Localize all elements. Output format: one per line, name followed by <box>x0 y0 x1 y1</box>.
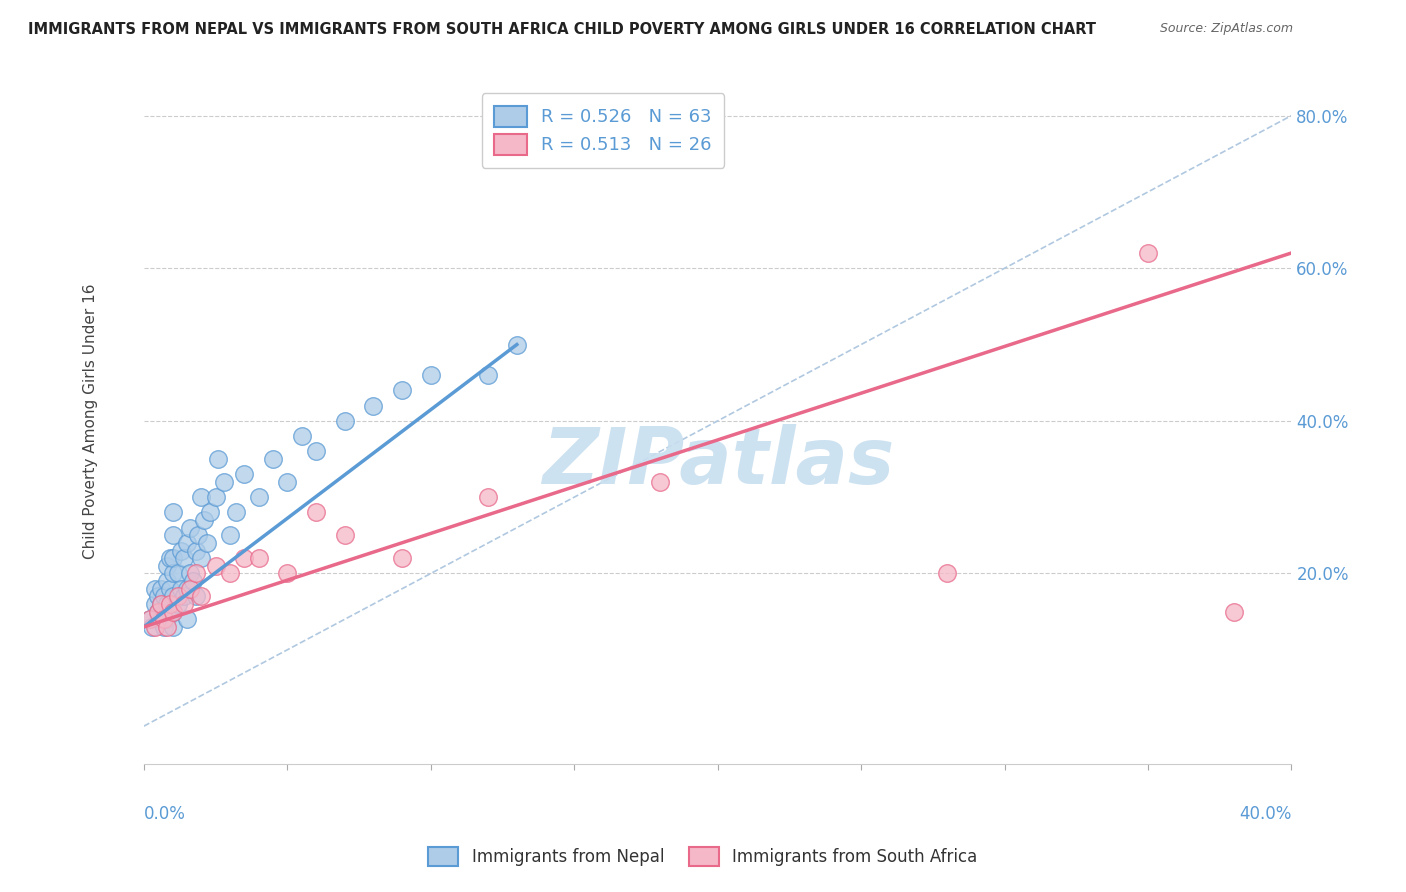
Point <box>156 612 179 626</box>
Point <box>184 590 207 604</box>
Y-axis label: Child Poverty Among Girls Under 16: Child Poverty Among Girls Under 16 <box>83 283 98 558</box>
Point <box>150 612 173 626</box>
Point <box>181 574 204 588</box>
Point <box>148 605 170 619</box>
Point <box>333 414 356 428</box>
Point <box>162 590 184 604</box>
Point <box>162 528 184 542</box>
Point <box>419 368 441 382</box>
Point <box>477 490 499 504</box>
Point <box>162 605 184 619</box>
Point <box>198 505 221 519</box>
Point <box>156 558 179 573</box>
Point <box>167 597 190 611</box>
Point <box>159 597 181 611</box>
Point <box>190 590 212 604</box>
Point <box>176 536 198 550</box>
Point <box>153 605 176 619</box>
Point <box>184 543 207 558</box>
Legend: Immigrants from Nepal, Immigrants from South Africa: Immigrants from Nepal, Immigrants from S… <box>420 838 986 875</box>
Point <box>276 475 298 489</box>
Point <box>143 597 166 611</box>
Point <box>150 597 173 611</box>
Point <box>156 620 179 634</box>
Point <box>138 612 160 626</box>
Text: IMMIGRANTS FROM NEPAL VS IMMIGRANTS FROM SOUTH AFRICA CHILD POVERTY AMONG GIRLS : IMMIGRANTS FROM NEPAL VS IMMIGRANTS FROM… <box>28 22 1097 37</box>
Point <box>184 566 207 581</box>
Point <box>141 620 163 634</box>
Point <box>143 582 166 596</box>
Point <box>156 597 179 611</box>
Point <box>153 612 176 626</box>
Point <box>150 582 173 596</box>
Point <box>173 590 195 604</box>
Point <box>179 566 201 581</box>
Point <box>262 452 284 467</box>
Point <box>506 337 529 351</box>
Point <box>212 475 235 489</box>
Point <box>173 551 195 566</box>
Point <box>159 605 181 619</box>
Point <box>159 582 181 596</box>
Point <box>170 543 193 558</box>
Point <box>156 574 179 588</box>
Point <box>138 612 160 626</box>
Point <box>219 566 242 581</box>
Text: 0.0%: 0.0% <box>143 805 186 823</box>
Point <box>195 536 218 550</box>
Point <box>143 620 166 634</box>
Point <box>173 597 195 611</box>
Point <box>167 590 190 604</box>
Point <box>363 399 385 413</box>
Point <box>477 368 499 382</box>
Point <box>153 620 176 634</box>
Point <box>170 582 193 596</box>
Point <box>233 551 256 566</box>
Point <box>305 505 328 519</box>
Point <box>291 429 314 443</box>
Point <box>176 612 198 626</box>
Point <box>204 490 226 504</box>
Point <box>276 566 298 581</box>
Point <box>207 452 229 467</box>
Point <box>391 551 413 566</box>
Point <box>247 490 270 504</box>
Point <box>150 597 173 611</box>
Point <box>219 528 242 542</box>
Point <box>176 582 198 596</box>
Point <box>179 582 201 596</box>
Point <box>190 490 212 504</box>
Point <box>179 521 201 535</box>
Text: 40.0%: 40.0% <box>1239 805 1292 823</box>
Point <box>162 551 184 566</box>
Point <box>148 605 170 619</box>
Point <box>333 528 356 542</box>
Point <box>936 566 959 581</box>
Point <box>148 590 170 604</box>
Point <box>1223 605 1246 619</box>
Point <box>162 505 184 519</box>
Point <box>1137 246 1160 260</box>
Point <box>162 566 184 581</box>
Point <box>153 590 176 604</box>
Legend: R = 0.526   N = 63, R = 0.513   N = 26: R = 0.526 N = 63, R = 0.513 N = 26 <box>481 94 724 168</box>
Point <box>204 558 226 573</box>
Point <box>225 505 247 519</box>
Point <box>190 551 212 566</box>
Point <box>167 566 190 581</box>
Point <box>233 467 256 482</box>
Point <box>391 384 413 398</box>
Point <box>162 605 184 619</box>
Point <box>159 551 181 566</box>
Point <box>305 444 328 458</box>
Point <box>193 513 215 527</box>
Text: ZIPatlas: ZIPatlas <box>541 424 894 500</box>
Point <box>187 528 209 542</box>
Point <box>162 620 184 634</box>
Text: Source: ZipAtlas.com: Source: ZipAtlas.com <box>1160 22 1294 36</box>
Point <box>247 551 270 566</box>
Point <box>650 475 672 489</box>
